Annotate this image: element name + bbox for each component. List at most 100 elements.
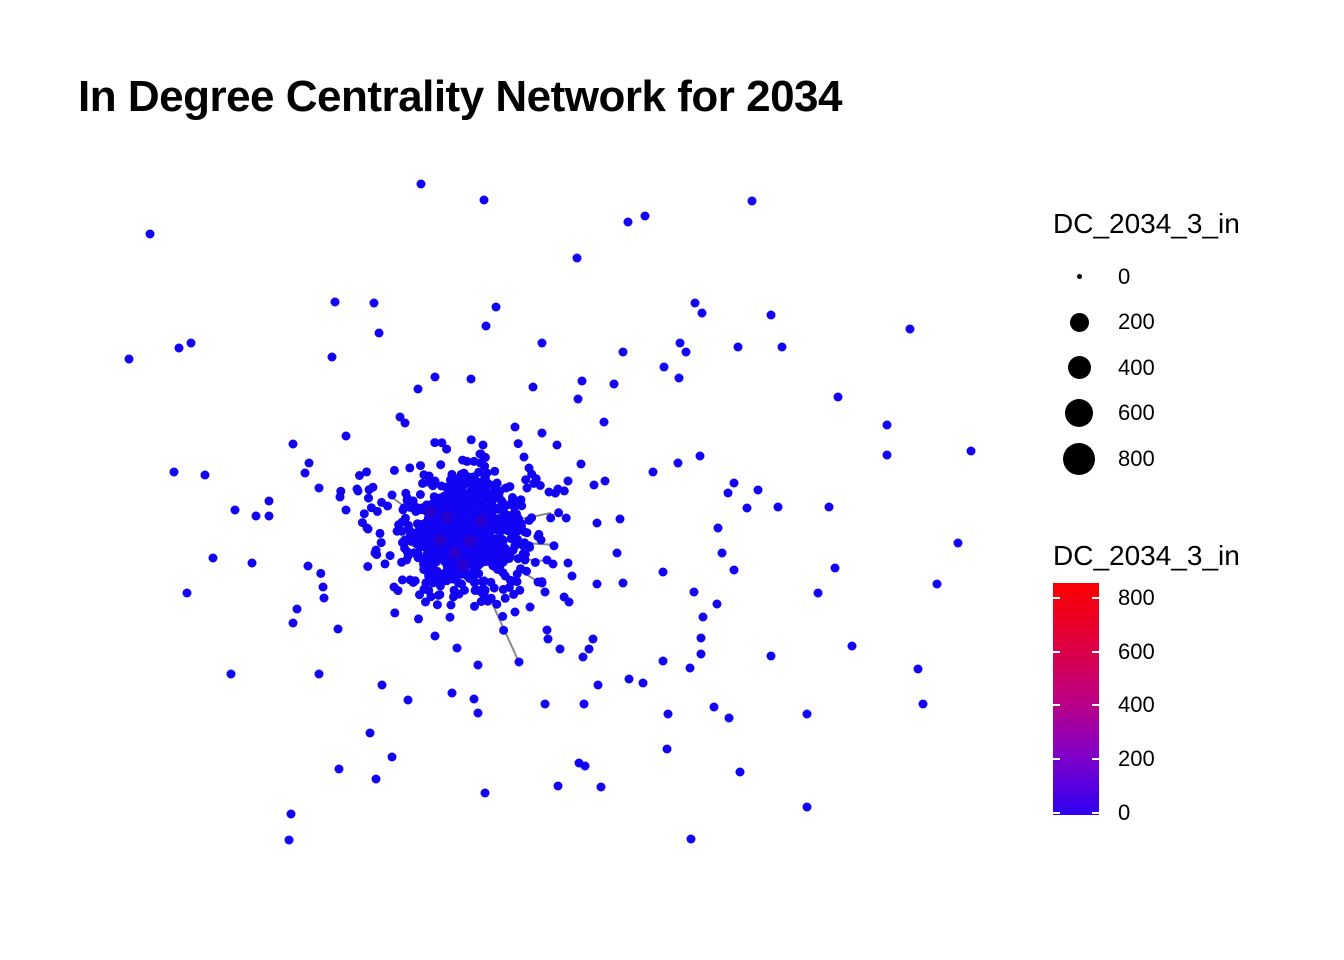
network-node — [362, 467, 372, 477]
network-node — [638, 678, 648, 688]
colorbar-tick-left — [1053, 651, 1060, 653]
network-node — [413, 539, 423, 549]
network-node — [658, 656, 668, 666]
network-node — [182, 588, 192, 598]
network-node — [449, 585, 459, 595]
network-node — [747, 196, 757, 206]
network-node — [364, 485, 374, 495]
network-node — [433, 590, 443, 600]
network-node — [540, 699, 550, 709]
network-node — [402, 555, 412, 565]
network-node — [640, 211, 650, 221]
network-node — [674, 373, 684, 383]
network-node — [753, 485, 763, 495]
network-node — [544, 487, 554, 497]
network-node — [398, 538, 407, 548]
network-node — [580, 761, 590, 771]
network-node — [618, 578, 628, 588]
network-node — [600, 476, 610, 486]
network-node — [174, 343, 184, 353]
network-node — [494, 541, 504, 551]
colorbar-tick-label: 200 — [1118, 746, 1155, 771]
network-node — [500, 524, 510, 534]
network-node — [462, 508, 472, 518]
network-node — [584, 644, 594, 654]
network-node — [593, 680, 603, 690]
network-node — [300, 468, 310, 478]
network-node — [446, 570, 456, 580]
size-legend-label: 200 — [1118, 309, 1155, 335]
network-node — [802, 709, 812, 719]
network-node — [200, 470, 210, 480]
network-node — [695, 451, 705, 461]
network-node — [475, 515, 487, 527]
network-node — [470, 601, 479, 611]
network-node — [288, 618, 298, 628]
network-node — [318, 582, 328, 592]
network-node — [527, 513, 537, 523]
network-node — [481, 321, 491, 331]
network-node — [480, 788, 490, 798]
network-node — [553, 781, 563, 791]
network-node — [413, 384, 423, 394]
network-node — [592, 579, 602, 589]
network-node — [686, 834, 696, 844]
network-node — [689, 587, 699, 597]
network-node — [609, 379, 619, 389]
network-node — [833, 392, 843, 402]
colorbar-tick-right — [1092, 651, 1099, 653]
network-node — [472, 492, 482, 502]
network-node — [401, 488, 411, 498]
network-node — [376, 538, 386, 548]
network-node — [264, 511, 274, 521]
network-node — [696, 633, 706, 643]
network-node — [303, 561, 313, 571]
size-legend-key — [1053, 312, 1105, 332]
network-node — [464, 535, 476, 547]
network-node — [522, 483, 532, 493]
network-node — [429, 477, 439, 487]
network-node — [733, 342, 743, 352]
size-legend-key — [1053, 274, 1105, 280]
network-node — [662, 744, 672, 754]
network-node — [478, 492, 488, 501]
size-legend-key — [1053, 399, 1105, 428]
network-node — [371, 545, 381, 555]
network-node — [489, 492, 499, 502]
network-node — [476, 597, 486, 606]
network-node — [385, 551, 395, 561]
network-node — [588, 634, 598, 644]
network-node — [548, 559, 558, 569]
network-node — [690, 298, 700, 308]
network-node — [482, 468, 492, 478]
network-node — [500, 593, 510, 603]
network-node — [479, 576, 489, 586]
network-node — [486, 520, 496, 530]
network-node — [380, 559, 390, 569]
size-legend-label: 600 — [1118, 400, 1155, 426]
network-node — [618, 347, 628, 357]
network-node — [459, 548, 469, 557]
network-node — [475, 458, 485, 468]
network-node — [363, 524, 373, 534]
network-node — [525, 602, 535, 612]
network-node — [658, 567, 668, 577]
network-node — [824, 502, 834, 512]
network-node — [405, 575, 415, 585]
network-node — [507, 500, 516, 510]
network-node — [490, 466, 500, 476]
network-node — [432, 500, 442, 510]
network-node — [288, 439, 298, 449]
network-node — [425, 563, 435, 573]
network-node — [434, 534, 446, 546]
network-node — [419, 524, 429, 534]
colorbar-tick-left — [1053, 597, 1060, 599]
network-node — [469, 694, 479, 704]
network-node — [319, 593, 329, 603]
colorbar-tick-label: 800 — [1118, 585, 1155, 610]
network-node — [457, 520, 467, 530]
size-legend-item: 600 — [1053, 391, 1240, 437]
network-node — [546, 513, 556, 523]
network-node — [554, 508, 564, 518]
network-node — [377, 680, 387, 690]
